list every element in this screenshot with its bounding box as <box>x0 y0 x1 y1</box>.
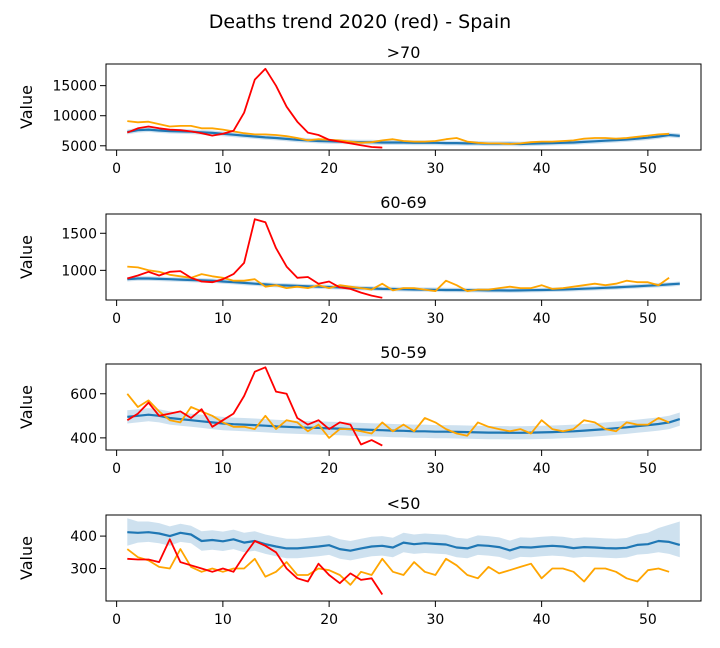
confidence-band <box>127 276 680 293</box>
confidence-band <box>127 518 680 561</box>
series-2020-line <box>126 67 383 149</box>
x-tick-label: 20 <box>320 161 338 177</box>
figure-title: Deaths trend 2020 (red) - Spain <box>209 11 511 33</box>
x-tick-label: 40 <box>533 161 551 177</box>
y-tick-label: 400 <box>70 529 97 545</box>
plot-frame <box>105 363 702 451</box>
y-tick-label: 1500 <box>61 226 97 242</box>
plot-frame <box>105 213 702 301</box>
y-tick-label: 5000 <box>61 139 97 155</box>
y-axis-label: Value <box>17 85 36 129</box>
mean-line <box>127 531 681 552</box>
x-tick-label: 30 <box>426 612 444 628</box>
x-tick-label: 40 <box>533 612 551 628</box>
panel-title: 60-69 <box>380 193 427 212</box>
x-tick-label: 20 <box>320 311 338 327</box>
x-tick-label: 30 <box>426 461 444 477</box>
y-tick-label: 1000 <box>61 263 97 279</box>
x-tick-label: 20 <box>320 461 338 477</box>
x-tick-label: 30 <box>426 311 444 327</box>
x-tick-label: 50 <box>639 311 657 327</box>
x-tick-label: 0 <box>112 612 121 628</box>
y-axis-label: Value <box>17 536 36 580</box>
panel-title: >70 <box>387 43 421 62</box>
x-tick-label: 20 <box>320 612 338 628</box>
series-2020-line <box>127 218 383 299</box>
y-tick-label: 300 <box>70 562 97 578</box>
x-tick-label: 50 <box>639 612 657 628</box>
y-tick-label: 400 <box>70 431 97 447</box>
series-2020-line <box>126 366 383 447</box>
x-tick-label: 0 <box>112 461 121 477</box>
x-tick-label: 10 <box>214 461 232 477</box>
panel-title: 50-59 <box>380 343 427 362</box>
y-axis-label: Value <box>17 235 36 279</box>
x-tick-label: 40 <box>533 311 551 327</box>
series-2019-line <box>127 265 670 293</box>
x-tick-label: 50 <box>639 161 657 177</box>
x-tick-label: 40 <box>533 461 551 477</box>
y-tick-label: 10000 <box>52 109 97 125</box>
panel-title: <50 <box>387 494 421 513</box>
series-2019-line <box>127 120 670 145</box>
chart-panel-2: 50-59 Value 0 10 20 30 40 50 400 600 <box>17 343 702 477</box>
chart-panel-1: 60-69 Value 0 10 20 30 40 50 1000 1500 <box>17 193 702 327</box>
x-tick-label: 10 <box>214 612 232 628</box>
x-tick-label: 10 <box>214 161 232 177</box>
chart-panel-3: <50 Value 0 10 20 30 40 50 300 400 <box>17 494 702 628</box>
series-2020-line <box>127 538 384 595</box>
x-tick-label: 0 <box>112 311 121 327</box>
chart-panel-0: >70 Value 0 10 20 30 40 50 5000 10000 15000 <box>17 43 702 177</box>
plot-frame <box>105 514 702 602</box>
x-tick-label: 30 <box>426 161 444 177</box>
x-tick-label: 0 <box>112 161 121 177</box>
y-axis-label: Value <box>17 385 36 429</box>
x-tick-label: 50 <box>639 461 657 477</box>
plot-frame <box>105 63 702 151</box>
mean-line <box>127 277 680 292</box>
x-tick-label: 10 <box>214 311 232 327</box>
series-2019-line <box>126 393 670 439</box>
y-tick-label: 15000 <box>52 79 97 95</box>
y-tick-label: 600 <box>70 387 97 403</box>
